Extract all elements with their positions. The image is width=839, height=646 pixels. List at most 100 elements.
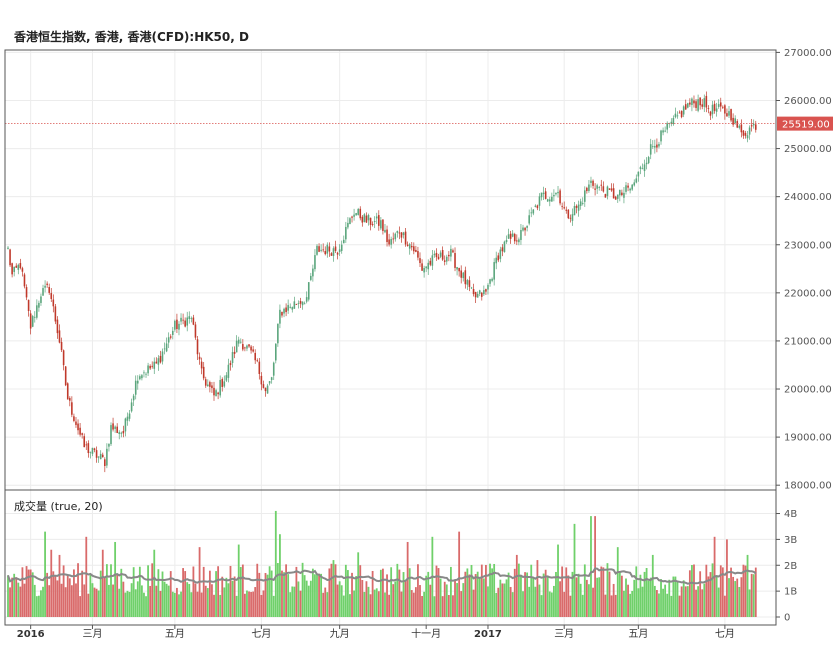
volume-bar (70, 585, 73, 617)
volume-bar (27, 569, 30, 617)
candle-body (367, 215, 370, 221)
candle-body (289, 306, 292, 308)
candle-body (378, 215, 380, 226)
candle-body (481, 292, 483, 297)
candle-body (382, 219, 384, 231)
volume-bar (31, 572, 34, 617)
volume-bar (478, 577, 481, 617)
candle-body (77, 423, 79, 431)
current-price-badge (777, 116, 833, 131)
volume-bar (503, 583, 506, 617)
volume-bar (701, 589, 704, 617)
candle-body (108, 443, 110, 447)
volume-bar (711, 563, 714, 617)
volume-bar (462, 583, 465, 617)
candle-body (75, 421, 77, 425)
volume-bar (726, 539, 728, 617)
volume-bar (750, 573, 753, 617)
volume-bar (130, 583, 133, 617)
volume-bar (46, 572, 49, 617)
volume-bar (281, 570, 283, 617)
candle-body (499, 249, 502, 259)
volume-bar (219, 594, 222, 617)
volume-bar (388, 594, 390, 617)
candle-body (433, 253, 436, 256)
candle-body (104, 459, 106, 467)
volume-bar (159, 590, 162, 617)
volume-bar (211, 584, 213, 617)
candle-body (429, 260, 432, 265)
volume-bar (571, 571, 574, 617)
volume-bar (365, 581, 368, 617)
volume-bar (404, 580, 407, 617)
x-tick-label: 三月 (82, 628, 102, 640)
candle-body (651, 146, 654, 148)
volume-bar (602, 567, 605, 617)
candle-body (330, 253, 333, 256)
candle-body (237, 339, 240, 344)
volume-bar (499, 579, 502, 617)
candle-body (703, 98, 706, 107)
candle-body (608, 188, 611, 190)
candle-body (728, 111, 730, 116)
candle-body (563, 207, 565, 209)
volume-bar (334, 564, 337, 617)
candle-body (415, 249, 417, 252)
volume-bar (221, 576, 224, 617)
volume-bar (635, 566, 638, 617)
volume-bar (9, 587, 11, 617)
candle-body (281, 311, 283, 316)
volume-bar (217, 566, 220, 617)
candle-body (42, 288, 44, 296)
candle-body (196, 339, 199, 355)
volume-bar (81, 570, 84, 617)
volume-bar (408, 568, 411, 617)
candle-body (122, 430, 125, 434)
candle-body (375, 216, 378, 219)
candle-body (50, 293, 53, 299)
volume-bar (565, 567, 568, 617)
volume-bar (530, 564, 533, 617)
candle-body (437, 256, 440, 260)
candle-body (388, 239, 390, 245)
volume-bar (608, 571, 611, 617)
volume-bar (87, 593, 90, 617)
candle-body (29, 313, 32, 329)
volume-bar (157, 569, 160, 617)
candle-body (217, 392, 219, 395)
volume-bar (460, 591, 463, 617)
volume-bar (262, 590, 265, 617)
volume-bar (225, 577, 228, 617)
volume-bar (91, 583, 94, 617)
candle-body (417, 251, 419, 258)
candle-body (456, 266, 458, 270)
x-tick-label: 七月 (251, 628, 271, 640)
volume-bar (456, 583, 458, 617)
candle-body (754, 124, 757, 130)
candle-body (559, 190, 561, 204)
volume-bar (662, 588, 664, 617)
volume-bar (423, 591, 426, 617)
volume-bar (542, 573, 545, 617)
volume-bar (349, 594, 351, 617)
candle-body (732, 117, 734, 125)
volume-bar (509, 586, 512, 617)
volume-bar (723, 595, 726, 617)
volume-bar (658, 593, 660, 617)
volume-bar (666, 593, 669, 617)
x-tick-label: 九月 (330, 628, 350, 640)
candle-body (676, 115, 679, 117)
volume-bar (470, 564, 473, 617)
volume-bar (169, 571, 172, 617)
candle-body (353, 214, 355, 217)
candle-body (248, 344, 250, 347)
volume-bar (182, 568, 184, 617)
volume-bar (50, 549, 53, 617)
candle-body (71, 402, 73, 415)
volume-bar (561, 566, 564, 617)
candle-body (536, 205, 539, 209)
volume-bar (180, 591, 182, 617)
candle-body (52, 299, 55, 307)
candle-body (215, 390, 217, 397)
